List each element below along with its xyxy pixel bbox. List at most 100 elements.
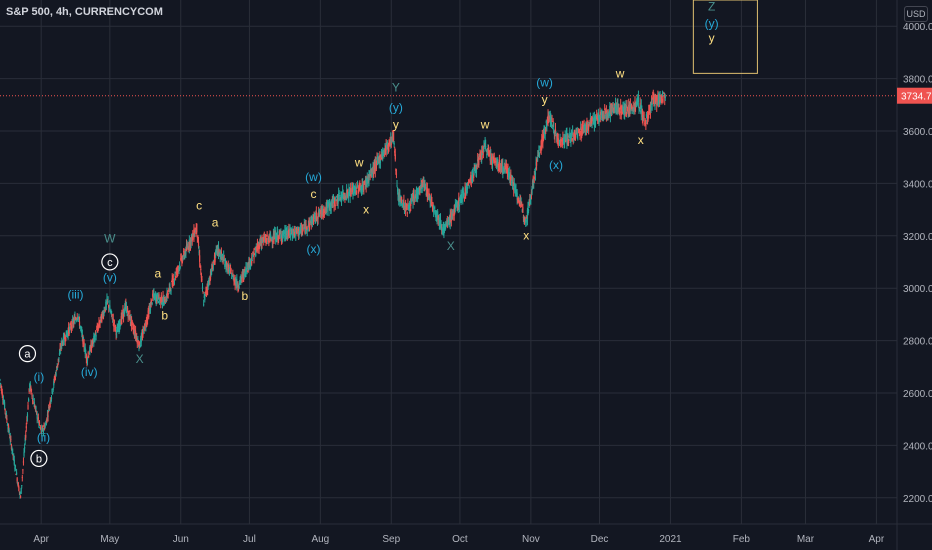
candle-body bbox=[515, 189, 517, 192]
candle-body bbox=[49, 400, 51, 405]
candle-body bbox=[615, 102, 617, 113]
candle-body bbox=[431, 201, 433, 204]
candle-body bbox=[296, 226, 299, 232]
candle-body bbox=[344, 196, 347, 200]
candle-body bbox=[101, 311, 103, 314]
candle-body bbox=[662, 95, 664, 102]
candle-body bbox=[295, 227, 297, 236]
candle-body bbox=[322, 208, 324, 211]
candle-body bbox=[376, 158, 378, 160]
candle-body bbox=[342, 190, 344, 194]
currency-button[interactable]: USD bbox=[904, 6, 928, 22]
candle-body bbox=[647, 113, 649, 120]
candle-body bbox=[522, 207, 524, 213]
candle-body bbox=[651, 103, 653, 106]
candle-body bbox=[283, 235, 285, 237]
candle-body bbox=[542, 139, 544, 144]
candle-body bbox=[112, 321, 114, 323]
candle-body bbox=[643, 117, 645, 119]
candle-body bbox=[227, 264, 229, 273]
candle-body bbox=[427, 196, 430, 199]
candle-body bbox=[366, 179, 368, 183]
candle-body bbox=[577, 132, 579, 134]
candle-body bbox=[316, 217, 318, 220]
candle-body bbox=[550, 119, 552, 124]
candle-body bbox=[232, 273, 234, 275]
candle-body bbox=[211, 268, 213, 273]
candle-body bbox=[556, 135, 558, 137]
candle-body bbox=[57, 364, 59, 366]
candle-body bbox=[551, 120, 553, 122]
candle-body bbox=[72, 319, 74, 321]
candle-body bbox=[220, 254, 222, 259]
candle-body bbox=[429, 196, 431, 203]
x-tick-label: 2021 bbox=[659, 534, 682, 545]
candle-body bbox=[205, 287, 208, 293]
candle-body bbox=[173, 279, 176, 281]
candle-body bbox=[60, 350, 62, 352]
candle-body bbox=[505, 164, 507, 169]
candle-body bbox=[139, 346, 141, 348]
candle-body bbox=[621, 109, 624, 114]
candle-body bbox=[608, 114, 610, 116]
candle-body bbox=[379, 159, 382, 163]
candle-body bbox=[74, 316, 76, 324]
candle-body bbox=[288, 228, 290, 235]
candle-body bbox=[107, 301, 109, 303]
candle-body bbox=[9, 436, 11, 441]
candle-body bbox=[153, 292, 155, 296]
candle-body bbox=[465, 190, 467, 195]
wave-label: (x) bbox=[549, 158, 563, 172]
candle-body bbox=[357, 190, 359, 194]
candle-body bbox=[562, 137, 564, 140]
candle-body bbox=[81, 331, 83, 334]
candle-body bbox=[46, 414, 49, 417]
candle-body bbox=[247, 271, 249, 273]
candle-body bbox=[256, 246, 258, 251]
wave-label: c bbox=[310, 187, 316, 201]
candle-body bbox=[586, 123, 589, 132]
candle-body bbox=[517, 198, 519, 200]
candle-body bbox=[603, 117, 605, 119]
candle-body bbox=[390, 136, 392, 145]
candle-body bbox=[14, 467, 16, 469]
candle-body bbox=[137, 344, 140, 346]
candle-body bbox=[157, 294, 159, 302]
wave-label: (y) bbox=[389, 100, 403, 114]
candle-body bbox=[50, 400, 52, 403]
candle-body bbox=[533, 176, 535, 180]
candle-body bbox=[609, 107, 611, 117]
candle-body bbox=[207, 286, 209, 290]
candle-body bbox=[180, 256, 182, 260]
candle-body bbox=[525, 216, 527, 219]
candle-body bbox=[65, 334, 67, 341]
candle-body bbox=[4, 408, 6, 411]
candle-body bbox=[280, 238, 283, 241]
candle-body bbox=[164, 296, 166, 299]
candle-body bbox=[105, 302, 108, 305]
candle-body bbox=[253, 254, 256, 256]
candle-body bbox=[639, 102, 641, 109]
candle-body bbox=[42, 429, 45, 432]
candle-body bbox=[85, 353, 87, 355]
candle-body bbox=[59, 347, 61, 350]
candle-body bbox=[159, 299, 161, 302]
candle-body bbox=[116, 329, 118, 333]
candle-body bbox=[536, 158, 538, 160]
candle-body bbox=[23, 446, 26, 449]
candle-body bbox=[229, 268, 232, 270]
candle-body bbox=[199, 265, 201, 268]
candle-body bbox=[221, 255, 224, 259]
x-tick-label: Aug bbox=[311, 534, 329, 545]
candle-body bbox=[169, 287, 172, 289]
candle-body bbox=[99, 322, 101, 324]
candle-body bbox=[1, 388, 3, 394]
candle-body bbox=[432, 203, 434, 207]
wave-label: Y bbox=[392, 81, 400, 95]
candle-body bbox=[564, 140, 566, 145]
candle-body bbox=[222, 260, 224, 264]
candle-body bbox=[259, 238, 261, 243]
candle-body bbox=[69, 323, 71, 325]
candle-body bbox=[654, 100, 656, 107]
